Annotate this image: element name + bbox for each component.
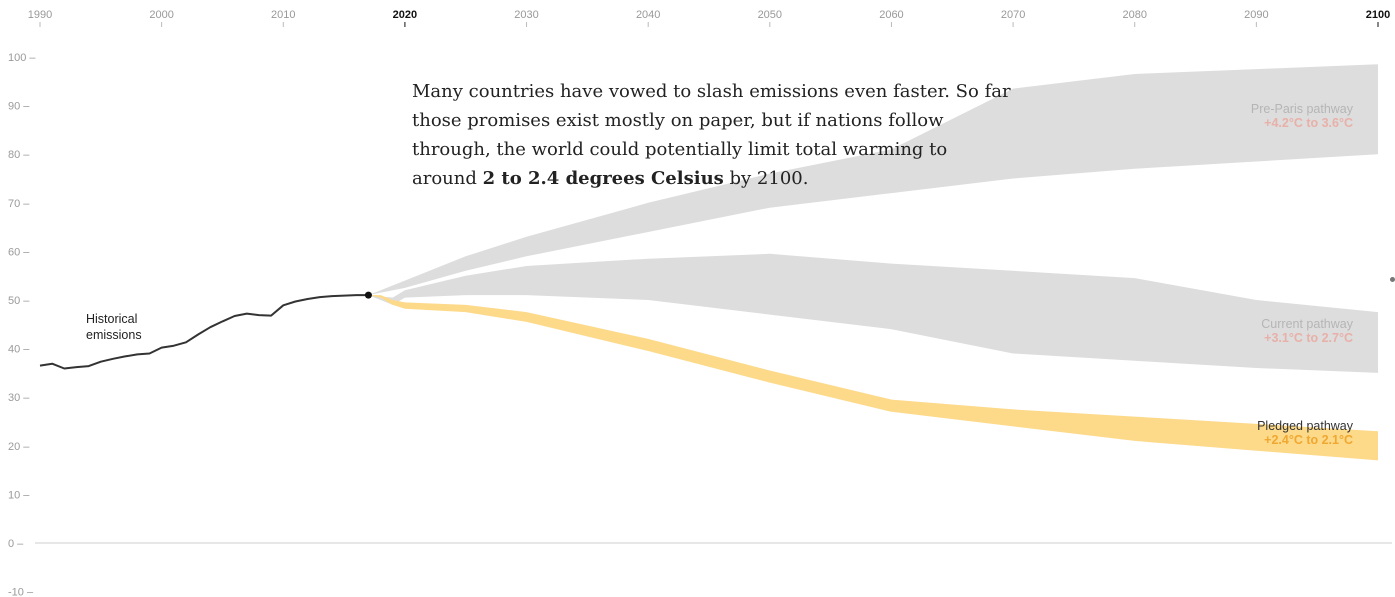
x-tick-label: 2070 [1001,9,1025,21]
current-range: +3.1°C to 2.7°C [1264,331,1353,345]
y-tick-label: 30 – [8,392,30,404]
scroll-indicator[interactable] [1389,274,1395,284]
x-tick-label: 2030 [514,9,538,21]
pre-paris-label: Pre-Paris pathway [1251,102,1354,116]
x-tick-label: 1990 [28,9,52,21]
x-tick-label: 2080 [1122,9,1146,21]
x-tick-label: 2010 [271,9,295,21]
historical-endpoint [364,291,372,299]
x-tick-label: 2000 [149,9,173,21]
y-tick-label: 20 – [8,441,30,453]
x-tick-label: 2020 [393,9,417,21]
y-tick-label: 60 – [8,246,30,258]
historical-series [39,291,372,370]
x-tick-label: 2090 [1244,9,1268,21]
historical-label-2: emissions [86,328,142,342]
y-tick-label: 40 – [8,344,30,356]
x-tick-label: 2100 [1366,9,1390,21]
pledged-label: Pledged pathway [1257,419,1354,433]
pre-paris-range: +4.2°C to 3.6°C [1264,116,1353,130]
historical-label: Historical [86,312,137,326]
x-tick-label: 2050 [758,9,782,21]
current-band [368,253,1378,373]
y-tick-label: 100 – [8,52,36,64]
y-tick-label: 10 – [8,489,30,501]
series-labels: Historical emissions Pre-Paris pathway+4.2… [86,102,1354,447]
y-tick-label: 50 – [8,295,30,307]
scroll-dot-icon [1390,277,1395,282]
pledged-band [368,295,1378,461]
pre-paris-band [368,64,1378,296]
chart-annotation: Many countries have vowed to slash emiss… [412,77,1012,193]
x-tick-label: 2060 [879,9,903,21]
y-axis: 100 – 90 – 80 – 70 – 60 – 50 – 40 – 30 – 20 – 10 … [8,52,1392,597]
annotation-text-end: by 2100. [723,168,809,189]
annotation-bold-text: 2 to 2.4 degrees Celsius [482,168,724,189]
y-tick-label: 90 – [8,101,30,113]
y-tick-label: 0 – [8,538,24,550]
annotation-text: Many countries have vowed to slash emiss… [412,81,1011,189]
y-tick-label: -10 – [8,587,34,597]
historical-line [39,294,369,370]
y-tick-label: 70 – [8,198,30,210]
x-tick-label: 2040 [636,9,660,21]
pledged-range: +2.4°C to 2.1°C [1264,433,1353,447]
y-tick-label: 80 – [8,149,30,161]
pathway-bands [368,64,1378,461]
x-axis: 1990 2000 2010 2020 2030 2040 2050 2060 2070 2080… [28,9,1390,27]
current-label: Current pathway [1261,317,1353,331]
